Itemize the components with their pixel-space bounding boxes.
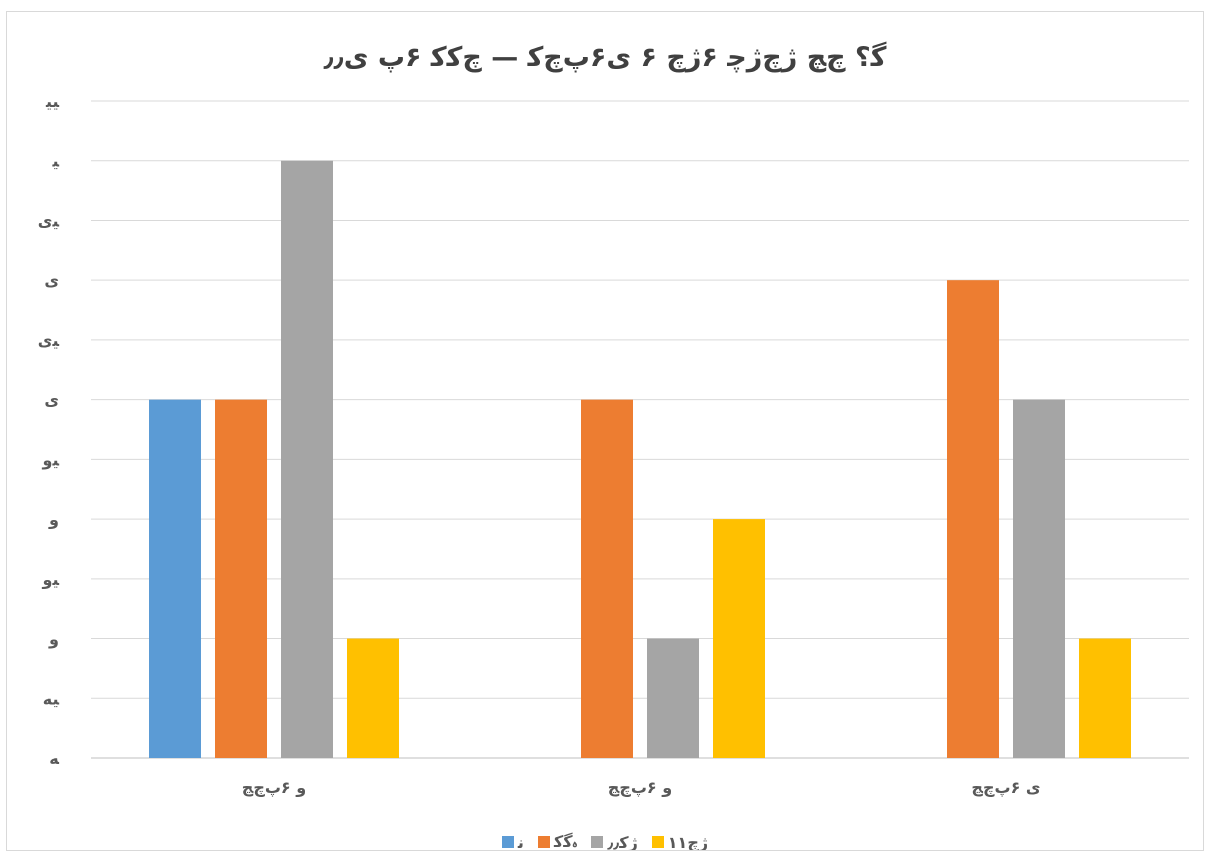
- bar: [215, 399, 267, 758]
- legend-swatch: [591, 836, 604, 848]
- bar: [347, 638, 399, 758]
- bar: [1079, 638, 1131, 758]
- legend-label: ﮊﭺ١١: [667, 832, 709, 851]
- bar: [947, 280, 999, 758]
- legend-item: ﻧ: [501, 832, 524, 851]
- y-tick-label: ﻴﯼ: [38, 211, 60, 230]
- chart-title: ﮔ؟ ﭺﭻ ﮊﭺﮊﭼ ۶ﮊﭺ ۶ ﯼ۶ﭖﭺﮐ — ﭺﮐﮐ ۶ﭖ ﯼ٫٫: [323, 42, 887, 73]
- x-category-label: و ۶ﭖﭺﭷ: [242, 778, 306, 798]
- legend-swatch: [651, 836, 664, 848]
- y-tick-label: ﻴﻪ: [43, 689, 60, 708]
- legend-item: ﮊﮐ٫٫: [591, 832, 638, 851]
- legend-item: ﮦﮔﮐ: [537, 832, 578, 851]
- y-tick-label: و: [48, 630, 59, 649]
- legend-swatch: [501, 836, 514, 848]
- bar: [581, 399, 633, 758]
- y-tick-label: ﯼ: [44, 271, 59, 290]
- bar: [281, 160, 333, 758]
- legend-label: ﮦﮔﮐ: [553, 832, 578, 851]
- bar: [149, 399, 201, 758]
- legend-swatch: [537, 836, 550, 848]
- y-tick-label: ﻴﻴ: [45, 92, 60, 111]
- bar: [647, 638, 699, 758]
- legend-label: ﻧ: [517, 832, 524, 851]
- y-tick-label: ﻴو: [42, 570, 60, 589]
- y-tick-label: و: [48, 510, 59, 529]
- bar: [713, 519, 765, 758]
- y-tick-label: ﻴﯼ: [38, 331, 60, 350]
- x-category-label: و ۶ﭖﭺﭷ: [608, 778, 672, 798]
- y-tick-label: ﻴو: [42, 450, 60, 469]
- x-category-label: ﯼ ۶ﭖﭺﭷ: [971, 778, 1040, 798]
- legend: ﻧ ﮦﮔﮐ ﮊﮐ٫٫ ﮊﭺ١١: [7, 832, 1203, 851]
- chart-frame: ﮔ؟ ﭺﭻ ﮊﭺﮊﭼ ۶ﮊﭺ ۶ ﯼ۶ﭖﭺﮐ — ﭺﮐﮐ ۶ﭖ ﯼ٫٫ ﻪ ﻴﻪ و…: [6, 11, 1204, 851]
- y-tick-label: ﯼ: [44, 391, 59, 410]
- y-tick-label: ﻪ: [49, 749, 59, 768]
- legend-label: ﮊﮐ٫٫: [607, 832, 638, 851]
- y-tick-label: ﻴ: [51, 152, 59, 171]
- bar: [1013, 399, 1065, 758]
- legend-item: ﮊﭺ١١: [651, 832, 709, 851]
